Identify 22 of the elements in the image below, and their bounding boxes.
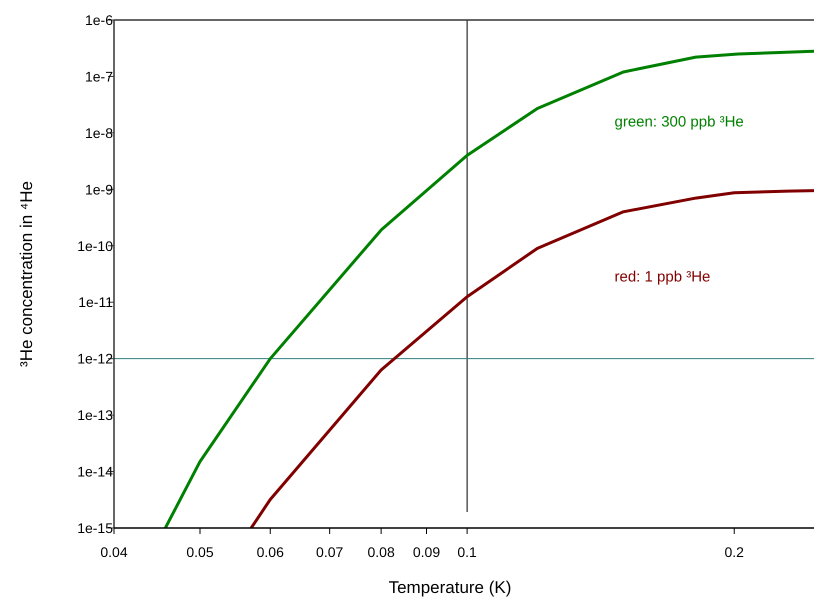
y-tick-label: 1e-11: [78, 294, 114, 310]
y-tick-label: 1e-9: [84, 181, 114, 198]
x-tick-label: 0.04: [100, 544, 128, 560]
y-tick-label: 1e-8: [84, 124, 114, 141]
y-tick-label: 1e-15: [77, 520, 114, 536]
y-axis-title: ³He concentration in ⁴He: [17, 181, 36, 367]
annotation: green: 300 ppb ³He: [614, 114, 744, 131]
x-tick-label: 0.06: [256, 544, 284, 560]
x-axis-title: Temperature (K): [388, 578, 512, 597]
x-tick-label: 0.09: [412, 544, 440, 560]
x-tick-label: 0.07: [316, 544, 344, 560]
y-tick-label: 1e-7: [84, 68, 114, 84]
annotation: red: 1 ppb ³He: [614, 268, 710, 286]
y-tick-label: 1e-10: [77, 238, 114, 254]
y-tick-label: 1e-6: [84, 12, 114, 28]
x-tick-label: 0.1: [457, 544, 478, 560]
x-tick-label: 0.2: [724, 544, 744, 560]
y-tick-label: 1e-12: [77, 350, 114, 367]
y-tick-label: 1e-13: [77, 407, 114, 424]
x-tick-label: 0.08: [367, 544, 395, 560]
x-tick-label: 0.05: [186, 544, 214, 560]
y-tick-label: 1e-14: [77, 464, 114, 480]
